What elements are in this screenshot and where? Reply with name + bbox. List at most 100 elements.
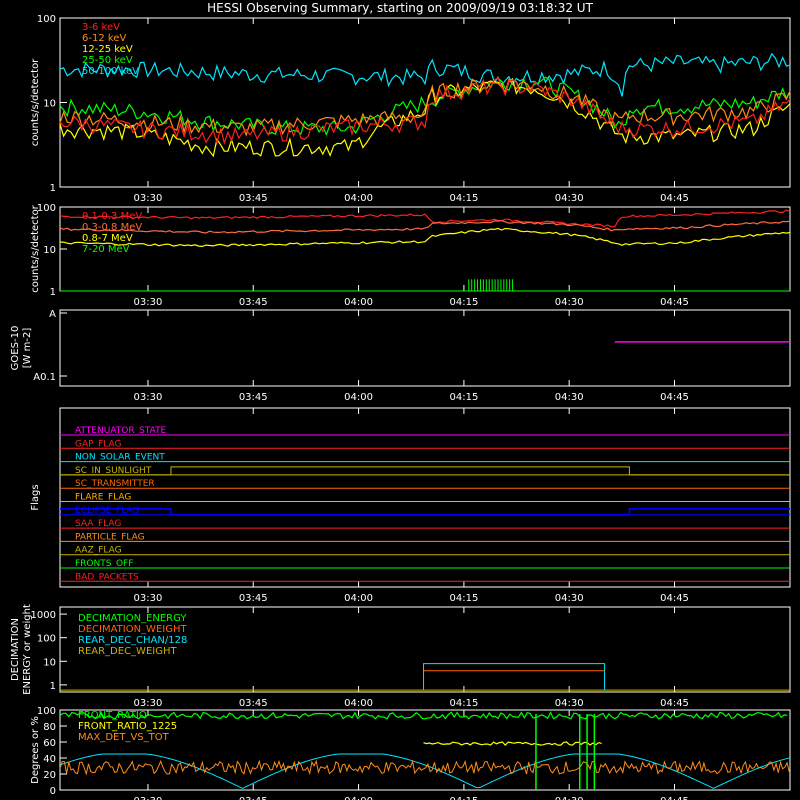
x-tick-label: 03:30 bbox=[134, 796, 163, 800]
panel-frame bbox=[59, 709, 791, 791]
legend-entry: REAR_DEC_CHAN/128 bbox=[78, 635, 187, 646]
y-axis-label: DECIMATION bbox=[10, 618, 21, 681]
flag-step bbox=[60, 508, 790, 516]
x-tick-label: 04:00 bbox=[344, 193, 373, 204]
x-tick-label: 04:45 bbox=[660, 193, 689, 204]
flag-label: ECLIPSE_FLAG bbox=[75, 506, 139, 516]
flag-label: BAD_PACKETS bbox=[75, 572, 139, 582]
flag-label: PARTICLE_FLAG bbox=[75, 532, 145, 542]
panel-lowE: 03:30 03:45 04:00 04:15 04:30 04:45 counts/s/d… bbox=[30, 14, 791, 204]
y-tick-label: 100 bbox=[37, 203, 56, 214]
legend-entry: DECIMATION_ENERGY bbox=[78, 613, 187, 624]
panel-frame bbox=[59, 606, 791, 693]
x-tick-label: 04:15 bbox=[449, 392, 478, 403]
x-tick-label: 04:00 bbox=[344, 297, 373, 308]
flag-label: NON_SOLAR_EVENT bbox=[75, 453, 165, 463]
y-tick-label: 60 bbox=[43, 738, 56, 749]
y-tick-label: 1 bbox=[50, 287, 56, 298]
series-line bbox=[59, 77, 791, 158]
panel-frame bbox=[59, 407, 791, 588]
series-line bbox=[60, 227, 791, 248]
series-line bbox=[59, 76, 791, 137]
panel-ratio: 03:30 03:45 04:00 04:15 04:30 04:45 Degrees or… bbox=[30, 706, 791, 800]
x-tick-label: 04:00 bbox=[344, 593, 373, 604]
y-tick-label: 10 bbox=[43, 657, 56, 668]
y-tick-label: 20 bbox=[43, 770, 56, 781]
series-line bbox=[59, 52, 791, 97]
series-line bbox=[59, 77, 791, 146]
x-tick-label: 04:45 bbox=[660, 593, 689, 604]
x-tick-label: 03:45 bbox=[239, 698, 268, 709]
x-tick-label: 04:00 bbox=[344, 698, 373, 709]
flag-label: GAP_FLAG bbox=[75, 439, 121, 449]
x-tick-label: 04:30 bbox=[555, 297, 584, 308]
y-axis-label: counts/s/detector bbox=[30, 204, 41, 292]
legend-entry: 3-6 keV bbox=[82, 22, 120, 33]
y-axis-label-2: [W m-2] bbox=[22, 328, 33, 369]
flag-label: SC_IN_SUNLIGHT bbox=[75, 466, 152, 476]
x-tick-label: 03:45 bbox=[239, 193, 268, 204]
flag-label: ATTENUATOR_STATE bbox=[75, 426, 167, 436]
panel-decim: 03:30 03:45 04:00 04:15 04:30 04:45 DECIMATION… bbox=[10, 604, 791, 709]
flag-label: SC_TRANSMITTER bbox=[75, 479, 155, 489]
legend-entry: 0.3-0.8 MeV bbox=[82, 222, 142, 233]
x-tick-label: 03:45 bbox=[239, 593, 268, 604]
panels-group: 03:30 03:45 04:00 04:15 04:30 04:45 counts/s/d… bbox=[10, 14, 791, 800]
series-line bbox=[59, 220, 791, 234]
x-tick-label: 03:30 bbox=[134, 593, 163, 604]
flag-step bbox=[60, 466, 790, 476]
series-line bbox=[423, 741, 602, 746]
legend-entry: 0.8-7 MeV bbox=[82, 233, 133, 244]
legend-entry: DECIMATION_WEIGHT bbox=[78, 624, 187, 635]
y-tick-label: 100 bbox=[37, 634, 56, 645]
flag-label: FLARE_FLAG bbox=[75, 493, 131, 503]
flag-label: SAA_FLAG bbox=[75, 519, 121, 529]
series-line bbox=[59, 759, 790, 776]
y-tick-label: 40 bbox=[43, 754, 56, 765]
x-tick-label: 04:30 bbox=[555, 593, 584, 604]
legend-entry: FRONT_RATIO_1225 bbox=[78, 721, 177, 732]
x-tick-label: 04:30 bbox=[555, 796, 584, 800]
legend-entry: 12-25 keV bbox=[82, 44, 133, 55]
figure-title: HESSI Observing Summary, starting on 200… bbox=[207, 1, 593, 15]
y-tick-label: 10 bbox=[43, 99, 56, 110]
y-tick-label: 100 bbox=[37, 14, 56, 25]
panel-flags: 03:30 03:45 04:00 04:15 04:30 04:45 Flags ATTEN… bbox=[30, 407, 791, 604]
panel-goes: 03:30 03:45 04:00 04:15 04:30 04:45 GOES-10 [W … bbox=[10, 309, 791, 403]
y-tick-label: 1 bbox=[50, 183, 56, 194]
y-axis-label: GOES-10 bbox=[10, 326, 21, 371]
y-axis-label: counts/s/detector bbox=[30, 58, 41, 146]
x-tick-label: 04:15 bbox=[449, 297, 478, 308]
y-tick-label: 1 bbox=[50, 681, 56, 692]
y-tick-label: A bbox=[49, 309, 56, 320]
x-tick-label: 04:15 bbox=[449, 593, 478, 604]
x-tick-label: 04:15 bbox=[449, 193, 478, 204]
x-tick-label: 04:45 bbox=[660, 297, 689, 308]
x-tick-label: 03:30 bbox=[134, 297, 163, 308]
y-tick-label: 80 bbox=[43, 722, 56, 733]
x-tick-label: 03:45 bbox=[239, 796, 268, 800]
legend-entry: 7-20 MeV bbox=[82, 244, 130, 255]
x-tick-label: 04:30 bbox=[555, 698, 584, 709]
x-tick-label: 03:30 bbox=[134, 392, 163, 403]
y-axis-label: Flags bbox=[30, 484, 41, 510]
x-tick-label: 03:30 bbox=[134, 698, 163, 709]
y-tick-label: 1000 bbox=[31, 610, 56, 621]
x-tick-label: 03:30 bbox=[134, 193, 163, 204]
y-tick-label: 100 bbox=[37, 706, 56, 717]
legend-entry: FRONT_RATIO bbox=[78, 710, 147, 721]
x-tick-label: 04:30 bbox=[555, 392, 584, 403]
y-tick-label: 0 bbox=[50, 786, 56, 797]
series-line bbox=[423, 663, 606, 691]
x-tick-label: 04:00 bbox=[344, 796, 373, 800]
panel-highE: 03:30 03:45 04:00 04:15 04:30 04:45 counts/s/d… bbox=[30, 203, 791, 308]
legend-entry: 0.1-0.3 MeV bbox=[82, 211, 142, 222]
legend-entry: REAR_DEC_WEIGHT bbox=[78, 646, 177, 657]
x-tick-label: 03:45 bbox=[239, 297, 268, 308]
panel-frame bbox=[59, 309, 791, 387]
legend-entry: 6-12 keV bbox=[82, 33, 126, 44]
x-tick-label: 04:45 bbox=[660, 698, 689, 709]
x-tick-label: 03:45 bbox=[239, 392, 268, 403]
